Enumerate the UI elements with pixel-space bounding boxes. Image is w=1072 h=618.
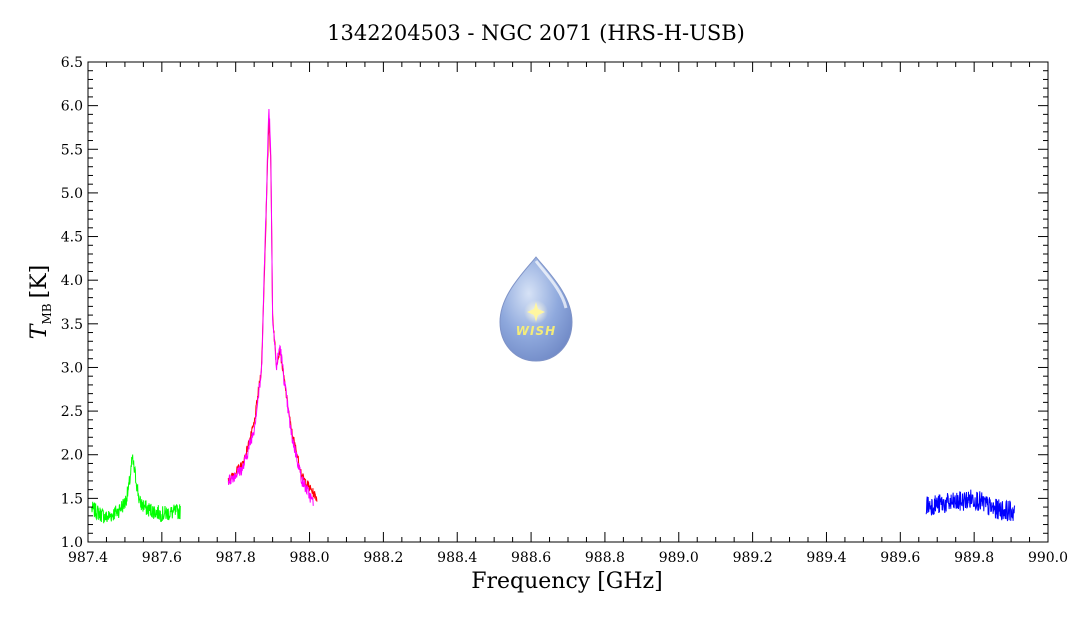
y-axis-unit: [K] [27,265,52,299]
x-tick-label: 989.6 [880,550,920,566]
x-tick-label: 987.8 [216,550,256,566]
x-tick-label: 989.4 [806,550,846,566]
axis-ticks: 987.4 987.6 987.8 988.0 988.2 988.4 988.6 988.8… [61,55,1068,566]
y-tick-label: 3.5 [61,317,83,333]
y-tick-label: 6.5 [61,55,83,71]
watermark-logo: WISH [499,256,573,362]
x-tick-label: 988.2 [363,550,403,566]
x-tick-label: 990.0 [1028,550,1068,566]
spectrum-series-2 [227,109,314,506]
star-icon [527,302,545,322]
spectrum-series-3 [925,489,1016,522]
y-tick-label: 5.5 [61,142,83,158]
x-tick-label: 988.0 [289,550,329,566]
y-tick-label: 6.0 [61,99,83,115]
y-axis-subscript: MB [40,303,54,324]
x-tick-label: 988.4 [437,550,477,566]
x-tick-label: 989.0 [659,550,699,566]
x-axis-label: Frequency [GHz] [471,569,663,594]
y-tick-label: 5.0 [61,186,83,202]
y-axis-label: TMB [K] [27,265,54,339]
x-tick-label: 988.8 [585,550,625,566]
x-tick-label: 987.4 [68,550,108,566]
spectrum-series-0 [91,454,181,524]
svg-text:TMB[K]: TMB [K] [27,265,54,339]
y-tick-label: 3.0 [61,360,83,376]
y-tick-label: 2.0 [61,448,83,464]
y-tick-label: 1.5 [61,491,83,507]
x-tick-label: 988.6 [511,550,551,566]
chart-title: 1342204503 - NGC 2071 (HRS-H-USB) [327,21,745,45]
x-tick-label: 987.6 [142,550,182,566]
y-tick-label: 4.0 [61,273,83,289]
series-layer [91,109,1016,524]
y-tick-label: 1.0 [61,535,83,551]
y-tick-label: 2.5 [61,404,83,420]
y-tick-label: 4.5 [61,230,83,246]
y-axis-symbol: T [27,322,52,339]
logo-text: WISH [516,324,556,338]
x-tick-label: 989.2 [733,550,773,566]
x-tick-label: 989.8 [954,550,994,566]
